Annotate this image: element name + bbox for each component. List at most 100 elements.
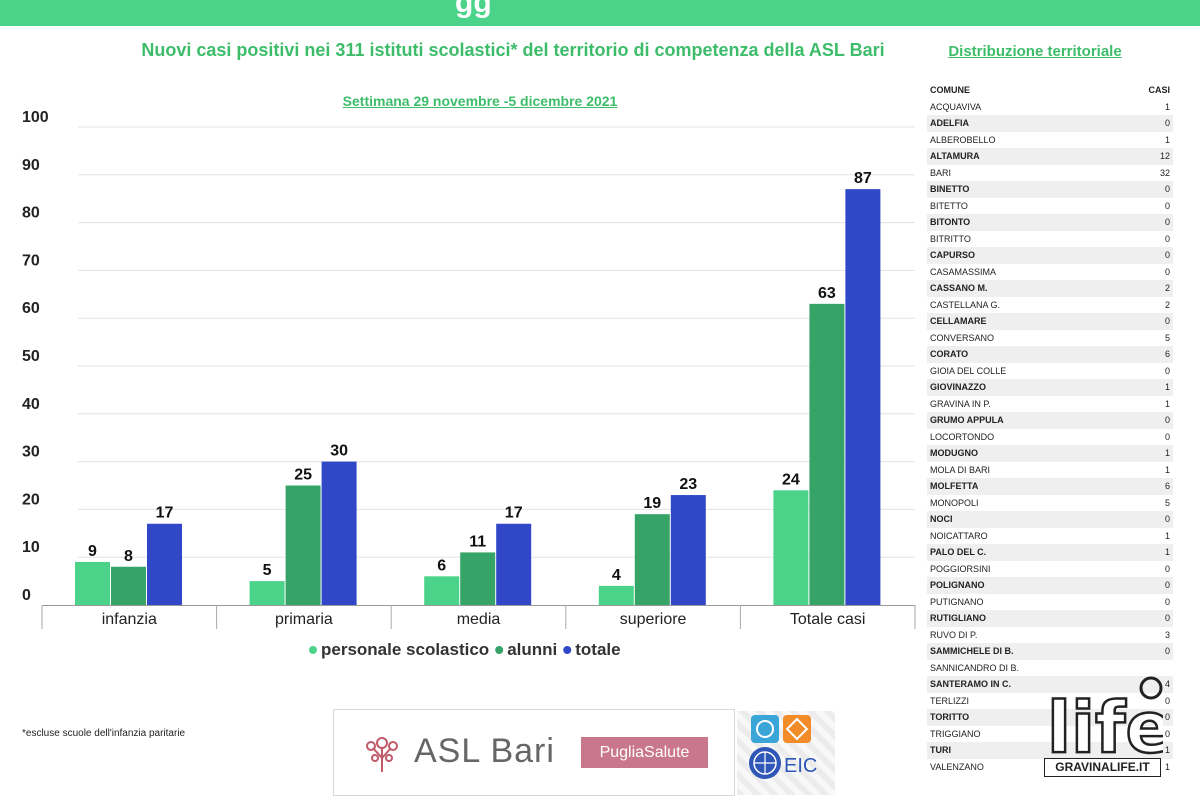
comune-name: SAMMICHELE DI B.: [930, 646, 1014, 657]
comune-name: TORITTO: [930, 712, 970, 723]
comune-name: SANTERAMO IN C.: [930, 679, 1011, 690]
cases-value: 1: [1164, 448, 1170, 459]
comune-name: BITRITTO: [930, 233, 971, 244]
table-row: SAMMICHELE DI B. 0: [927, 643, 1173, 660]
cases-value: 0: [1164, 266, 1170, 277]
bar: [285, 485, 321, 605]
comune-name: PALO DEL C.: [930, 547, 987, 558]
table-row: BINETTO 0: [927, 181, 1173, 198]
cases-value: 1: [1164, 134, 1170, 145]
comune-name: CORATO: [930, 349, 969, 360]
comune-name: GIOIA DEL COLLE: [930, 365, 1007, 376]
eic-logo-text: EIC: [784, 755, 817, 777]
x-tick-label: infanzia: [102, 611, 157, 628]
bar: [147, 523, 182, 605]
table-row: MOLA DI BARI 1: [927, 462, 1173, 479]
cases-value: 4: [1164, 679, 1170, 690]
eic-logo-panel: EIC: [737, 711, 835, 795]
comune-name: SANNICANDRO DI B.: [930, 662, 1020, 673]
comune-name: NOCI: [930, 514, 953, 525]
cases-value: 0: [1164, 514, 1170, 525]
x-tick-label: media: [457, 611, 501, 628]
bar: [75, 561, 110, 605]
eic-logo-icon: EIC: [749, 715, 817, 779]
cases-value: 0: [1164, 712, 1170, 723]
comune-name: ADELFIA: [930, 118, 969, 129]
comune-name: BARI: [930, 167, 952, 178]
table-row: GIOVINAZZO 1: [927, 379, 1173, 396]
comune-name: GRAVINA IN P.: [930, 398, 991, 409]
table-row: PUTIGNANO 0: [927, 594, 1173, 611]
table-row: NOCI 0: [927, 511, 1173, 528]
table-row: CAPURSO 0: [927, 247, 1173, 264]
table-row: NOICATTARO 1: [927, 528, 1173, 545]
asl-logo-panel: ASL Bari PugliaSalute: [333, 709, 735, 796]
table-row: CASTELLANA G. 2: [927, 297, 1173, 314]
table-row: BITRITTO 0: [927, 231, 1173, 248]
cases-value: 0: [1164, 316, 1170, 327]
cases-value: 0: [1164, 646, 1170, 657]
legend-marker: [563, 646, 572, 654]
legend-marker: [309, 646, 317, 654]
table-row: PALO DEL C. 1: [927, 544, 1173, 561]
table-row: MONOPOLI 5: [927, 495, 1173, 512]
data-label: 9: [88, 543, 97, 560]
column-header-comune: COMUNE: [930, 85, 970, 96]
comune-name: TURI: [930, 745, 951, 756]
tree-icon: [366, 737, 398, 772]
life-logo-text: life: [1047, 687, 1163, 769]
cases-value: 0: [1164, 415, 1170, 426]
comune-name: ACQUAVIVA: [930, 101, 982, 112]
data-label: 19: [643, 495, 661, 512]
cases-value: 6: [1164, 349, 1170, 360]
comune-name: TRIGGIANO: [930, 728, 981, 739]
data-label: 24: [782, 471, 800, 488]
cases-value: 5: [1164, 497, 1170, 508]
comune-name: CASTELLANA G.: [930, 299, 1001, 310]
table-header: COMUNE CASI: [927, 82, 1173, 99]
table-row: ADELFIA 0: [927, 115, 1173, 132]
bar: [111, 566, 146, 605]
y-tick-label: 100: [22, 110, 49, 126]
data-label: 6: [437, 557, 446, 574]
comune-name: MODUGNO: [930, 448, 978, 459]
data-label: 4: [612, 567, 621, 584]
comune-name: CASSANO M.: [930, 283, 988, 294]
comune-name: BITONTO: [930, 217, 971, 228]
puglia-salute-logo: PugliaSalute: [581, 737, 708, 768]
data-label: 11: [469, 533, 486, 550]
table-row: GRAVINA IN P. 1: [927, 396, 1173, 413]
cases-value: 1: [1164, 101, 1170, 112]
data-label: 17: [156, 505, 174, 522]
legend-label: alunni: [507, 640, 557, 659]
comune-name: ALBEROBELLO: [930, 134, 996, 145]
column-header-casi: CASI: [1148, 85, 1170, 96]
comune-name: MOLFETTA: [930, 481, 979, 492]
bar: [773, 490, 809, 605]
comune-name: VALENZANO: [930, 761, 984, 772]
comune-name: MONOPOLI: [930, 497, 979, 508]
cases-value: 12: [1159, 151, 1170, 162]
comune-name: POLIGNANO: [930, 580, 985, 591]
territorial-table: COMUNE CASI ACQUAVIVA 1 ADELFIA 0 ALBEROBELL…: [927, 82, 1173, 775]
cases-value: 0: [1164, 695, 1170, 706]
table-row: ACQUAVIVA 1: [927, 99, 1173, 116]
cases-value: 0: [1164, 563, 1170, 574]
data-label: 17: [505, 505, 523, 522]
cases-value: 0: [1164, 118, 1170, 129]
chart-title: Nuovi casi positivi nei 311 istituti sco…: [141, 40, 885, 60]
table-row: ALBEROBELLO 1: [927, 132, 1173, 149]
chart-subtitle: Settimana 29 novembre -5 dicembre 2021: [342, 93, 618, 109]
cases-value: 0: [1164, 596, 1170, 607]
y-tick-label: 50: [22, 348, 40, 365]
comune-name: CASAMASSIMA: [930, 266, 997, 277]
table-row: SANNICANDRO DI B.: [927, 660, 1173, 677]
bar: [321, 461, 357, 605]
data-label: 63: [818, 285, 836, 302]
cases-value: 0: [1164, 233, 1170, 244]
bar: [634, 514, 670, 605]
cases-value: 2: [1164, 299, 1170, 310]
cases-value: 1: [1164, 547, 1170, 558]
comune-name: CAPURSO: [930, 250, 976, 261]
comune-name: GIOVINAZZO: [930, 382, 986, 393]
